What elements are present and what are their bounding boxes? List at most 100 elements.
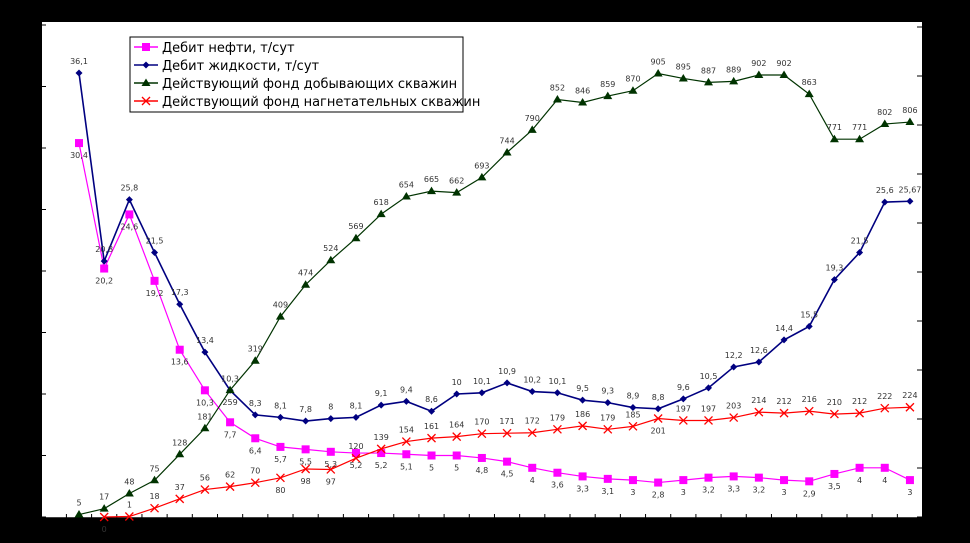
data-point bbox=[804, 406, 814, 416]
data-point bbox=[830, 276, 838, 284]
data-label: 203 bbox=[726, 402, 741, 411]
data-label: 171 bbox=[499, 417, 514, 426]
data-point bbox=[452, 432, 462, 442]
data-label: 409 bbox=[273, 301, 288, 310]
data-label: 181 bbox=[197, 412, 212, 421]
data-label: 13,4 bbox=[196, 336, 214, 345]
data-point bbox=[250, 478, 260, 488]
data-label: 224 bbox=[902, 391, 917, 400]
data-point bbox=[326, 255, 336, 264]
data-label: 216 bbox=[802, 395, 817, 404]
data-label: 744 bbox=[499, 136, 514, 145]
data-label: 0 bbox=[102, 525, 107, 534]
data-label: 790 bbox=[525, 114, 540, 123]
data-label: 9,3 bbox=[601, 387, 614, 396]
data-point bbox=[579, 396, 587, 404]
data-label: 8,9 bbox=[627, 392, 640, 401]
data-point bbox=[124, 488, 134, 497]
data-label: 2,8 bbox=[652, 491, 665, 500]
data-point bbox=[401, 437, 411, 446]
data-point bbox=[779, 70, 789, 79]
data-point bbox=[100, 257, 108, 265]
data-point bbox=[477, 172, 487, 181]
data-point bbox=[905, 117, 915, 126]
data-label: 1 bbox=[127, 501, 132, 510]
data-label: 771 bbox=[852, 123, 867, 132]
marker-stroke bbox=[477, 429, 487, 439]
data-label: 201 bbox=[650, 427, 665, 436]
data-label: 3 bbox=[681, 488, 686, 497]
legend-label: Действующий фонд нагнетательных скважин bbox=[162, 95, 480, 110]
data-label: 185 bbox=[625, 410, 640, 419]
data-point bbox=[629, 404, 637, 412]
data-label: 19,2 bbox=[146, 289, 164, 298]
data-label: 902 bbox=[751, 59, 766, 68]
marker-stroke bbox=[578, 421, 588, 431]
marker-stroke bbox=[200, 485, 210, 495]
data-point bbox=[880, 403, 890, 413]
data-label: 259 bbox=[222, 398, 237, 407]
series-line-2 bbox=[78, 72, 910, 516]
data-point bbox=[427, 451, 436, 460]
data-point bbox=[705, 384, 712, 392]
data-point bbox=[200, 485, 210, 495]
data-label: 5,2 bbox=[350, 461, 363, 470]
marker-stroke bbox=[779, 408, 789, 418]
legend-label: Дебит жидкости, т/сут bbox=[162, 59, 320, 74]
data-point bbox=[704, 77, 713, 86]
data-label: 618 bbox=[374, 198, 389, 207]
data-point bbox=[351, 449, 360, 458]
data-label: 20,8 bbox=[95, 245, 113, 254]
data-point bbox=[527, 125, 537, 133]
data-point bbox=[376, 444, 386, 454]
data-label: 210 bbox=[827, 398, 842, 407]
data-label: 5 bbox=[76, 499, 81, 508]
data-label: 10,5 bbox=[700, 372, 718, 381]
marker-stroke bbox=[376, 444, 386, 454]
data-label: 25,67 bbox=[898, 185, 921, 194]
data-point bbox=[275, 312, 285, 320]
data-point bbox=[427, 433, 436, 443]
marker-stroke bbox=[905, 402, 915, 412]
data-label: 889 bbox=[726, 65, 741, 74]
data-label: 98 bbox=[301, 477, 311, 486]
data-point bbox=[302, 417, 310, 425]
data-point bbox=[301, 280, 311, 288]
data-label: 5,5 bbox=[299, 457, 312, 466]
data-point bbox=[276, 413, 284, 421]
data-point bbox=[528, 463, 537, 472]
marker-stroke bbox=[301, 464, 311, 474]
data-point bbox=[855, 408, 865, 418]
data-label: 3,2 bbox=[702, 486, 715, 495]
data-label: 10,3 bbox=[221, 374, 239, 383]
data-point bbox=[653, 414, 663, 423]
data-label: 164 bbox=[449, 421, 464, 430]
data-label: 179 bbox=[600, 413, 615, 422]
data-point bbox=[906, 197, 914, 205]
data-label: 9,4 bbox=[400, 385, 413, 394]
data-point bbox=[402, 450, 411, 459]
data-point bbox=[679, 395, 687, 403]
data-point bbox=[250, 356, 260, 364]
data-point bbox=[578, 97, 588, 106]
data-point bbox=[754, 407, 764, 417]
data-point bbox=[377, 401, 385, 409]
data-point bbox=[75, 139, 83, 148]
data-label: 222 bbox=[877, 392, 892, 401]
legend-marker bbox=[141, 78, 151, 86]
data-point bbox=[150, 503, 159, 513]
data-point bbox=[678, 73, 688, 82]
data-point bbox=[729, 472, 738, 481]
data-label: 863 bbox=[802, 78, 817, 87]
data-label: 212 bbox=[852, 397, 867, 406]
data-label: 8,1 bbox=[274, 401, 287, 410]
marker-stroke bbox=[150, 503, 159, 513]
data-label: 9,1 bbox=[375, 389, 388, 398]
data-point bbox=[276, 442, 285, 451]
data-label: 8,6 bbox=[425, 395, 438, 404]
data-label: 846 bbox=[575, 86, 590, 95]
data-point bbox=[99, 512, 109, 522]
data-label: 859 bbox=[600, 80, 615, 89]
marker-stroke bbox=[502, 428, 512, 438]
data-label: 870 bbox=[625, 75, 640, 84]
